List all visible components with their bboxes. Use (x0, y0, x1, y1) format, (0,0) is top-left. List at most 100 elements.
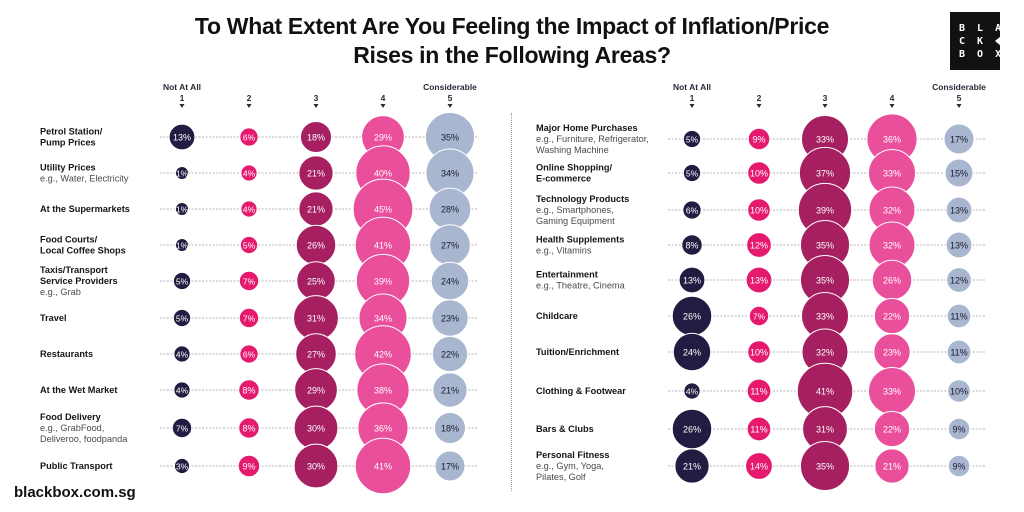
bubble-scale-3 (799, 440, 851, 492)
bubble-scale-4 (354, 437, 412, 495)
logo-line-2: C K (959, 36, 987, 47)
bubble-scale-2 (239, 127, 259, 147)
row-label-line: Online Shopping/ (536, 163, 612, 173)
blackbox-logo: B L A C K B O X (950, 12, 1001, 70)
bubble-value-label: 21% (883, 461, 901, 471)
bubble-value-label: 11% (750, 386, 767, 396)
row-label-line: Local Coffee Shops (40, 246, 126, 256)
row-label: At the Wet Market (40, 385, 117, 395)
bubble-scale-1 (174, 201, 190, 217)
table-row: Clothing & Footwear 4% 11% 41% 33% 10% (536, 362, 986, 420)
row-sublabel-line: e.g., Vitamins (536, 246, 592, 256)
bubble-value-label: 12% (950, 275, 968, 285)
bubble-scale-1 (682, 163, 702, 183)
bubble-scale-1 (672, 332, 712, 372)
bubble-scale-5 (432, 372, 468, 408)
bubble-value-label: 21% (307, 168, 325, 178)
bubble-scale-2 (237, 454, 261, 478)
row-label-line: Public Transport (40, 461, 113, 471)
bubble-value-label: 11% (750, 424, 767, 434)
bubble-value-label: 41% (816, 386, 834, 396)
row-label-line: Travel (40, 313, 67, 323)
bubble-value-label: 40% (374, 168, 392, 178)
bubble-value-label: 9% (752, 134, 765, 144)
row-label-line: Taxis/Transport (40, 265, 108, 275)
bubble-value-label: 37% (816, 168, 834, 178)
table-row: At the Supermarkets 1% 4% 21% 45% 28% (40, 178, 478, 240)
bubble-scale-2 (238, 307, 260, 329)
bubble-scale-5 (946, 267, 972, 293)
row-label: Childcare (536, 311, 578, 321)
scale-tick-label: 3 (823, 93, 828, 103)
bubble-value-label: 11% (950, 347, 967, 357)
row-label-line: Petrol Station/ (40, 127, 103, 137)
row-label-line: E-commerce (536, 174, 591, 184)
bubble-value-label: 30% (307, 461, 325, 471)
bubble-scale-2 (747, 161, 771, 185)
bubble-scale-2 (239, 344, 259, 364)
bubble-scale-1 (682, 200, 702, 220)
table-row: Entertainment e.g., Theatre, Cinema 13% 13%… (536, 254, 986, 306)
bubble-scale-5 (947, 417, 971, 441)
bubble-value-label: 41% (374, 240, 392, 250)
row-label-line: Restaurants (40, 349, 93, 359)
row-label-line: Entertainment (536, 270, 598, 280)
bubble-value-label: 35% (816, 275, 834, 285)
bubble-value-label: 10% (750, 347, 768, 357)
bubble-value-label: 4% (176, 385, 189, 395)
scale-tick-label: 1 (690, 93, 695, 103)
row-label: Restaurants (40, 349, 93, 359)
chevron-down-icon (689, 104, 695, 108)
table-row: Bars & Clubs 26% 11% 31% 22% 9% (536, 406, 986, 452)
bubble-value-label: 21% (307, 204, 325, 214)
bubble-scale-4 (873, 410, 911, 448)
bubble-value-label: 23% (883, 347, 901, 357)
bubble-scale-3 (298, 155, 334, 191)
row-label-line: Pump Prices (40, 138, 96, 148)
chevron-down-icon (246, 104, 252, 108)
bubble-scale-2 (238, 270, 260, 292)
bubble-scale-5 (946, 303, 972, 329)
scale-tick-label: 3 (314, 93, 319, 103)
bubble-value-label: 9% (952, 461, 965, 471)
bubble-scale-5 (945, 231, 973, 259)
bubble-value-label: 32% (816, 347, 834, 357)
bubble-scale-4 (874, 448, 910, 484)
bubble-value-label: 6% (243, 349, 256, 359)
bubble-scale-3 (293, 443, 339, 489)
bubble-value-label: 1% (176, 204, 189, 214)
bubble-value-label: 45% (374, 204, 392, 214)
scale-tick-label: 5 (957, 93, 962, 103)
bubble-value-label: 13% (950, 240, 968, 250)
logo-notch-icon (995, 36, 1001, 46)
bubble-value-label: 42% (374, 349, 392, 359)
table-row: Major Home Purchases e.g., Furniture, Ref… (536, 113, 986, 165)
bubble-scale-1 (174, 237, 190, 253)
row-label: Travel (40, 313, 67, 323)
bubble-value-label: 36% (374, 423, 392, 433)
bubble-value-label: 4% (243, 204, 256, 214)
row-label: Health Supplements e.g., Vitamins (536, 235, 624, 256)
bubble-value-label: 33% (816, 134, 834, 144)
bubble-value-label: 8% (242, 385, 255, 395)
bubble-scale-1 (174, 165, 190, 181)
bubble-value-label: 41% (374, 461, 392, 471)
bubble-value-label: 33% (883, 168, 901, 178)
row-label: Tuition/Enrichment (536, 347, 619, 357)
row-sublabel-line: e.g., Furniture, Refrigerator, (536, 134, 649, 144)
bubble-scale-1 (173, 457, 191, 475)
bubble-scale-2 (238, 379, 260, 401)
bubble-value-label: 10% (750, 168, 768, 178)
row-label-line: Technology Products (536, 194, 629, 204)
bubble-value-label: 26% (307, 240, 325, 250)
table-row: Health Supplements e.g., Vitamins 8% 12% 35%… (536, 219, 986, 271)
row-label: Technology Products e.g., Smartphones, Gam… (536, 194, 629, 226)
chevron-down-icon (447, 104, 453, 108)
table-row: Online Shopping/E-commerce 5% 10% 37% 33% 15% (536, 146, 986, 200)
scale-high-label: Considerable (423, 82, 477, 92)
bubble-value-label: 36% (883, 134, 901, 144)
row-label: Food Courts/Local Coffee Shops (40, 235, 126, 256)
table-row: At the Wet Market 4% 8% 29% 38% 21% (40, 363, 478, 417)
